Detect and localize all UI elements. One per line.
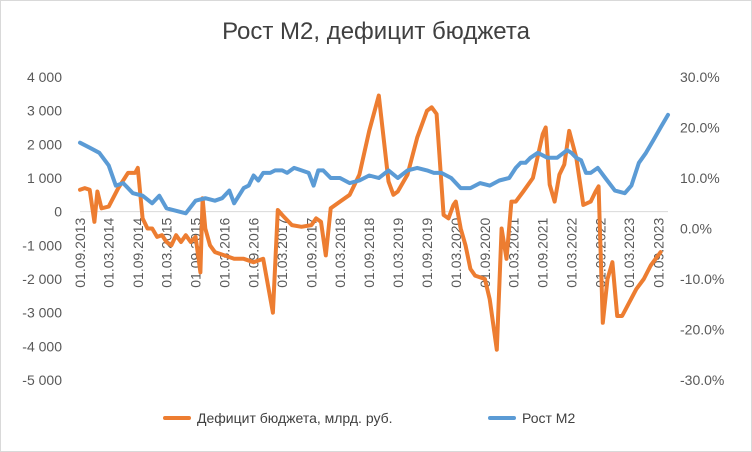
y-left-tick-label: -2 000 <box>22 271 62 287</box>
y-right-tick-label: 10.0% <box>680 170 720 186</box>
y-left-tick-label: 2 000 <box>27 136 62 152</box>
y-left-tick-label: -3 000 <box>22 305 62 321</box>
y-right-tick-label: -10.0% <box>680 271 724 287</box>
x-tick-label: 01.09.2019 <box>419 217 435 287</box>
x-tick-label: 01.03.2018 <box>332 217 348 287</box>
y-left-tick-label: -4 000 <box>22 338 62 354</box>
legend: Дефицит бюджета, млрд. руб. Рост М2 <box>0 410 752 434</box>
x-tick-label: 01.09.2020 <box>477 217 493 287</box>
legend-swatch-m2 <box>488 416 516 420</box>
x-tick-label: 01.03.2019 <box>390 217 406 287</box>
x-tick-label: 01.03.2020 <box>448 217 464 287</box>
y-right-tick-label: 20.0% <box>680 120 720 136</box>
legend-item-m2: Рост М2 <box>488 410 575 426</box>
x-tick-label: 01.09.2017 <box>303 217 319 287</box>
x-tick-label: 01.03.2015 <box>158 217 174 287</box>
y-left-tick-label: 0 <box>54 204 62 220</box>
y-right-tick-label: -30.0% <box>680 372 724 388</box>
m2-series-line <box>78 112 670 216</box>
y-right-tick-label: 30.0% <box>680 69 720 85</box>
y-left-tick-label: 3 000 <box>27 103 62 119</box>
x-tick-label: 01.09.2013 <box>72 217 88 287</box>
x-tick-label: 01.03.2016 <box>216 217 232 287</box>
legend-swatch-deficit <box>163 416 191 420</box>
legend-label-deficit: Дефицит бюджета, млрд. руб. <box>197 410 393 426</box>
y-right-tick-label: 0.0% <box>680 221 712 237</box>
x-tick-label: 01.09.2016 <box>246 217 262 287</box>
chart-title: Рост М2, дефицит бюджета <box>222 18 530 45</box>
legend-label-m2: Рост М2 <box>522 410 576 426</box>
y-left-tick-label: 4 000 <box>27 69 62 85</box>
x-tick-label: 01.09.2014 <box>130 217 146 287</box>
legend-item-deficit: Дефицит бюджета, млрд. руб. <box>163 410 393 426</box>
y-left-tick-label: -1 000 <box>22 237 62 253</box>
y-left-tick-label: 1 000 <box>27 170 62 186</box>
x-tick-label: 01.03.2023 <box>621 217 637 287</box>
y-right-tick-label: -20.0% <box>680 322 724 338</box>
x-tick-label: 01.03.2022 <box>563 217 579 287</box>
x-tick-label: 01.03.2014 <box>101 217 117 287</box>
x-tick-label: 01.09.2018 <box>361 217 377 287</box>
x-tick-label: 01.09.2021 <box>535 217 551 287</box>
y-left-tick-label: -5 000 <box>22 372 62 388</box>
